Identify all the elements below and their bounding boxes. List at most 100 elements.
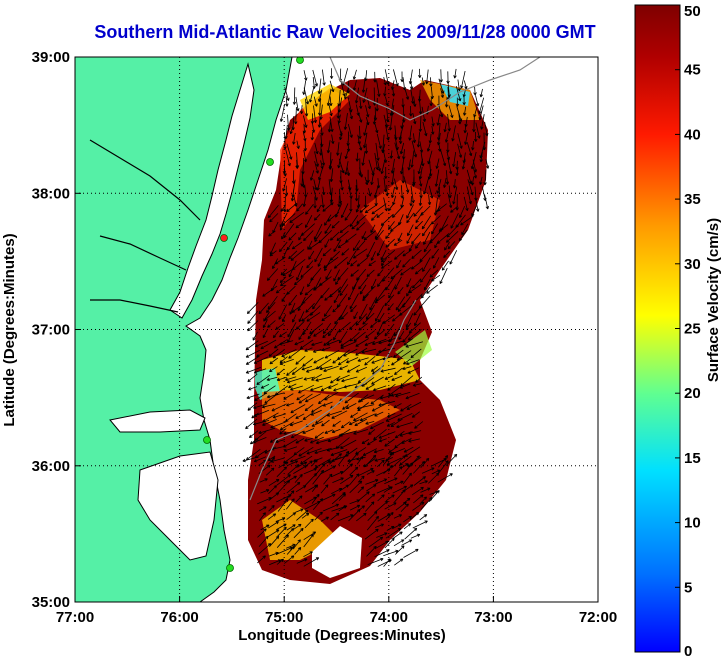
velocity-vector: [303, 70, 308, 81]
velocity-vector: [412, 520, 428, 529]
velocity-vector: [401, 437, 412, 444]
velocity-vector: [406, 233, 413, 244]
velocity-vector: [337, 241, 348, 249]
velocity-vector: [290, 404, 306, 414]
velocity-vector: [324, 238, 330, 248]
velocity-vector: [296, 140, 300, 149]
velocity-vector: [410, 186, 415, 204]
velocity-vector: [256, 374, 271, 385]
velocity-vector: [304, 437, 313, 442]
velocity-vector: [443, 122, 447, 133]
velocity-vector: [484, 194, 489, 210]
velocity-vector: [287, 460, 299, 466]
velocity-vector: [305, 203, 314, 215]
velocity-vector: [387, 413, 396, 418]
velocity-vector: [423, 238, 433, 253]
velocity-vector: [358, 491, 370, 502]
velocity-vector: [274, 256, 286, 265]
velocity-vector: [384, 166, 388, 179]
velocity-vector: [323, 305, 333, 317]
velocity-vector: [438, 224, 449, 232]
velocity-vector: [269, 366, 278, 373]
velocity-vector: [294, 277, 303, 286]
velocity-vector: [348, 419, 360, 426]
y-axis-label: Latitude (Degrees:Minutes): [1, 233, 18, 426]
velocity-vector: [407, 367, 420, 374]
velocity-vector: [359, 97, 363, 109]
velocity-vector: [396, 260, 402, 269]
velocity-vector: [370, 251, 376, 261]
velocity-vector: [409, 511, 420, 521]
velocity-vector: [419, 496, 427, 505]
velocity-vector: [337, 514, 354, 522]
velocity-vector: [320, 484, 329, 494]
velocity-vector: [457, 143, 463, 158]
velocity-vector: [435, 158, 440, 169]
velocity-vector: [394, 250, 405, 260]
velocity-vector: [397, 302, 406, 313]
velocity-vector: [347, 250, 357, 266]
velocity-vector: [475, 197, 480, 212]
velocity-vector: [371, 376, 384, 385]
velocity-vector: [315, 376, 332, 382]
velocity-vector: [302, 428, 315, 434]
velocity-vector: [366, 438, 378, 446]
velocity-vector: [304, 287, 315, 296]
velocity-vector: [447, 241, 456, 250]
velocity-vector: [302, 358, 314, 367]
colorbar: [634, 4, 681, 653]
velocity-vector: [338, 505, 347, 512]
velocity-vector: [303, 149, 308, 163]
velocity-vector: [394, 367, 403, 375]
velocity-vector: [366, 470, 375, 475]
velocity-vector: [406, 278, 412, 288]
velocity-vector: [403, 338, 414, 346]
velocity-vector: [376, 321, 384, 336]
velocity-vector: [322, 203, 332, 212]
velocity-vector: [466, 186, 472, 205]
velocity-vector: [461, 223, 469, 236]
velocity-vector: [345, 403, 357, 409]
velocity-vector: [479, 176, 483, 185]
velocity-vector: [430, 274, 441, 282]
velocity-vector: [375, 305, 385, 322]
velocity-vector: [406, 212, 415, 224]
velocity-vector: [336, 374, 350, 382]
velocity-vector: [355, 338, 369, 347]
velocity-vector: [355, 366, 368, 373]
velocity-vector: [269, 357, 279, 365]
velocity-vector: [338, 484, 350, 492]
velocity-vector: [448, 185, 452, 199]
velocity-vector: [350, 260, 358, 267]
velocity-vector: [276, 523, 287, 530]
velocity-vector: [306, 448, 322, 455]
velocity-vector: [323, 365, 339, 372]
velocity-vector: [378, 400, 395, 407]
velocity-vector: [288, 294, 298, 306]
velocity-vector: [284, 555, 295, 564]
velocity-vector: [266, 529, 280, 538]
velocity-vector: [326, 140, 331, 154]
velocity-vector: [323, 256, 339, 269]
velocity-vector: [295, 485, 307, 493]
velocity-vector: [429, 77, 433, 87]
velocity-vector: [296, 509, 309, 521]
velocity-vector: [313, 96, 318, 107]
velocity-vector: [355, 313, 368, 326]
velocity-vector: [260, 383, 270, 389]
velocity-vector: [448, 105, 454, 118]
velocity-vector: [384, 502, 397, 510]
velocity-vector: [402, 258, 411, 268]
velocity-vector: [438, 104, 444, 118]
velocity-vector: [340, 176, 344, 191]
velocity-vector: [322, 330, 332, 339]
velocity-vector: [349, 466, 359, 476]
velocity-vector: [296, 265, 304, 281]
velocity-vector: [392, 531, 403, 539]
velocity-vector: [402, 472, 412, 485]
velocity-vector: [445, 453, 458, 466]
velocity-vector: [461, 158, 466, 170]
velocity-vectors: [242, 68, 490, 567]
velocity-vector: [404, 87, 410, 100]
